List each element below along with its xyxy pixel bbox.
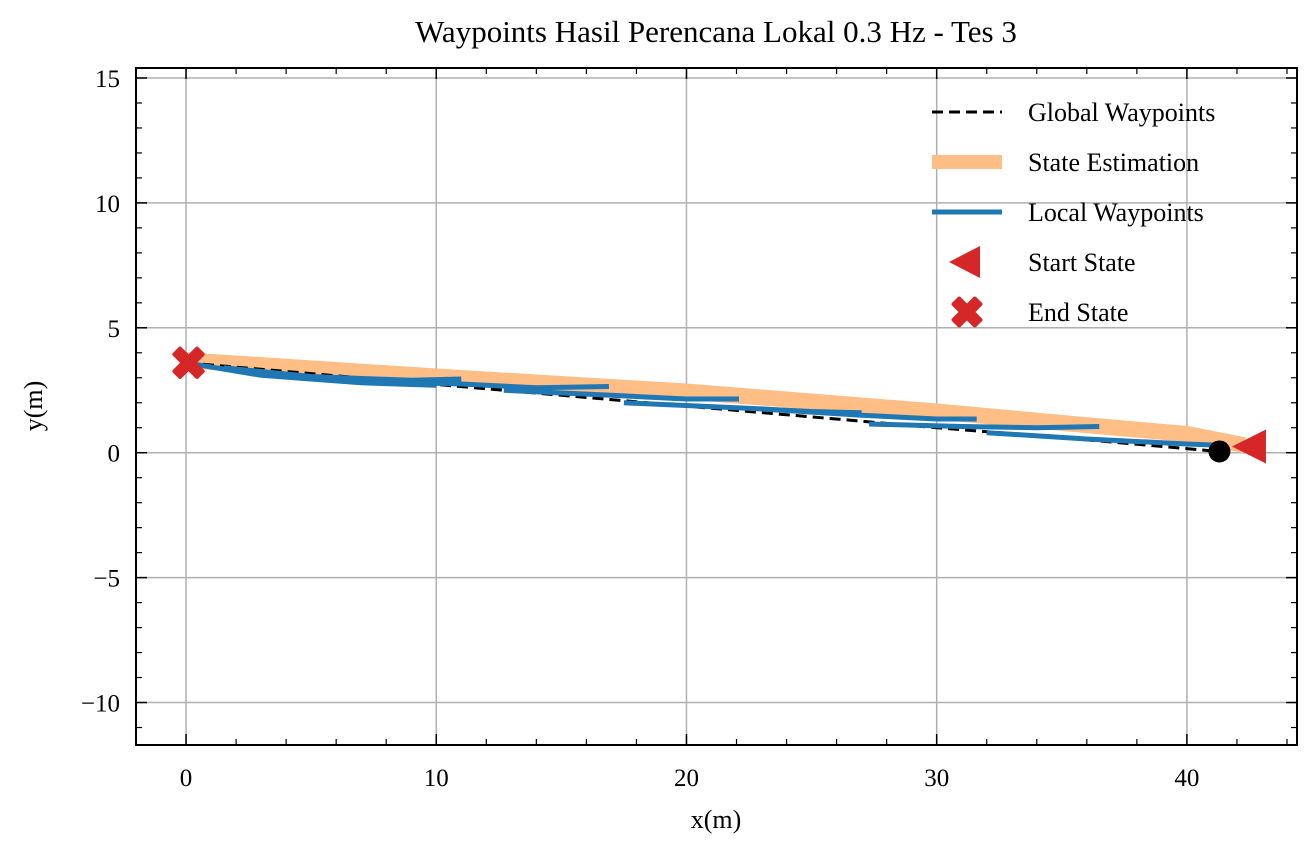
chart-title: Waypoints Hasil Perencana Lokal 0.3 Hz -…	[415, 14, 1017, 49]
x-tick-label: 10	[424, 765, 449, 792]
legend-entry: End State	[951, 296, 1128, 328]
legend-swatch-end-state	[951, 296, 983, 328]
start-state-marker	[1231, 429, 1266, 464]
y-axis-label: y(m)	[19, 381, 48, 432]
legend-label: State Estimation	[1028, 148, 1199, 177]
legend-swatch-end-state-bar	[951, 296, 983, 328]
local-waypoints-segment	[986, 430, 1220, 448]
x-tick-label: 0	[180, 765, 193, 792]
plot-content	[172, 346, 1266, 464]
legend-label: Global Waypoints	[1028, 98, 1215, 127]
local-waypoints-segment	[223, 365, 462, 383]
legend-entry: State Estimation	[932, 148, 1199, 177]
x-tick-label: 20	[674, 765, 699, 792]
legend-entry: Start State	[949, 246, 1136, 278]
ticks	[135, 68, 1297, 745]
legend: Global Waypoints State Estimation Local Wa…	[932, 98, 1215, 328]
state-estimation-line	[185, 352, 1247, 454]
y-tick-label: 15	[95, 66, 120, 93]
y-tick-label: 10	[95, 191, 120, 218]
axes-frame	[135, 67, 1298, 746]
y-tick-label: −10	[81, 691, 120, 718]
x-tick-label: 40	[1174, 765, 1199, 792]
local-waypoints-segment	[368, 379, 609, 391]
x-axis-label: x(m)	[691, 805, 742, 834]
y-tick-label: 5	[108, 316, 121, 343]
local-waypoints-segment	[869, 421, 1100, 431]
vehicle-position-marker	[1208, 440, 1231, 463]
legend-entry: Global Waypoints	[932, 98, 1215, 127]
local-waypoints-segment	[503, 387, 739, 402]
legend-label: Local Waypoints	[1028, 198, 1204, 227]
end-state-marker-bar	[172, 346, 205, 379]
x-tick-label: 30	[924, 765, 949, 792]
y-tick-label: −5	[93, 566, 120, 593]
legend-label: End State	[1028, 298, 1128, 327]
local-waypoints-segment	[761, 406, 977, 422]
legend-label: Start State	[1028, 248, 1136, 277]
legend-swatch-start-state	[949, 246, 980, 278]
legend-entry: Local Waypoints	[932, 198, 1204, 227]
y-tick-label: 0	[108, 441, 121, 468]
tick-labels: 0 10 20 30 40 −10 −5 0 5 10 15	[81, 66, 1200, 792]
end-state-marker	[172, 346, 205, 379]
